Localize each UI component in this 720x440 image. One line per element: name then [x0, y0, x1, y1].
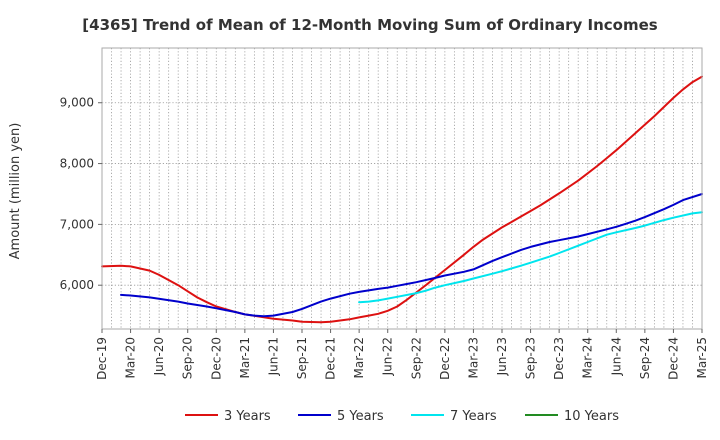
x-tick-label: Jun-24 [609, 337, 623, 376]
x-tick-label: Mar-25 [695, 337, 709, 378]
y-tick-label: 9,000 [60, 96, 94, 110]
x-tick-label: Mar-21 [238, 337, 252, 378]
x-tick-label: Jun-23 [495, 337, 509, 376]
legend: 3 Years 5 Years 7 Years 10 Years [185, 409, 619, 424]
chart-title: [4365] Trend of Mean of 12-Month Moving … [82, 16, 657, 34]
x-tick-label: Dec-20 [209, 337, 223, 380]
x-tick-label: Sep-20 [181, 337, 195, 379]
x-tick-label: Dec-19 [95, 337, 109, 380]
x-tick-label: Dec-21 [324, 337, 338, 380]
x-tick-label: Sep-24 [638, 337, 652, 379]
series-lines [101, 75, 703, 324]
x-tick-label: Mar-23 [466, 337, 480, 378]
legend-label: 3 Years [224, 409, 271, 424]
y-axis-ticks: 6,000 7,000 8,000 9,000 [60, 96, 102, 292]
legend-label: 10 Years [564, 409, 619, 424]
legend-label: 5 Years [337, 409, 384, 424]
x-tick-label: Jun-20 [152, 337, 166, 376]
x-tick-label: Jun-21 [266, 337, 280, 376]
x-tick-label: Sep-23 [524, 337, 538, 379]
x-tick-label: Dec-23 [552, 337, 566, 380]
series-line-7-years [358, 211, 703, 304]
x-tick-label: Jun-22 [381, 337, 395, 376]
x-axis-ticks: Dec-19 Mar-20 Jun-20 Sep-20 Dec-20 Mar-21 Jun-… [95, 329, 709, 380]
y-axis-label: Amount (million yen) [8, 123, 23, 260]
series-line-5-years [120, 193, 703, 318]
x-tick-label: Sep-21 [295, 337, 309, 379]
plot-area [101, 47, 703, 330]
grid [102, 48, 702, 329]
series-line-3-years [101, 75, 703, 324]
y-tick-label: 7,000 [60, 217, 94, 231]
y-tick-label: 6,000 [60, 278, 94, 292]
y-tick-label: 8,000 [60, 157, 94, 171]
legend-label: 7 Years [450, 409, 497, 424]
x-tick-label: Dec-22 [438, 337, 452, 380]
x-tick-label: Mar-20 [124, 337, 138, 378]
x-tick-label: Dec-24 [666, 337, 680, 380]
x-tick-label: Mar-24 [581, 337, 595, 378]
x-tick-label: Mar-22 [352, 337, 366, 378]
x-tick-label: Sep-22 [409, 337, 423, 379]
